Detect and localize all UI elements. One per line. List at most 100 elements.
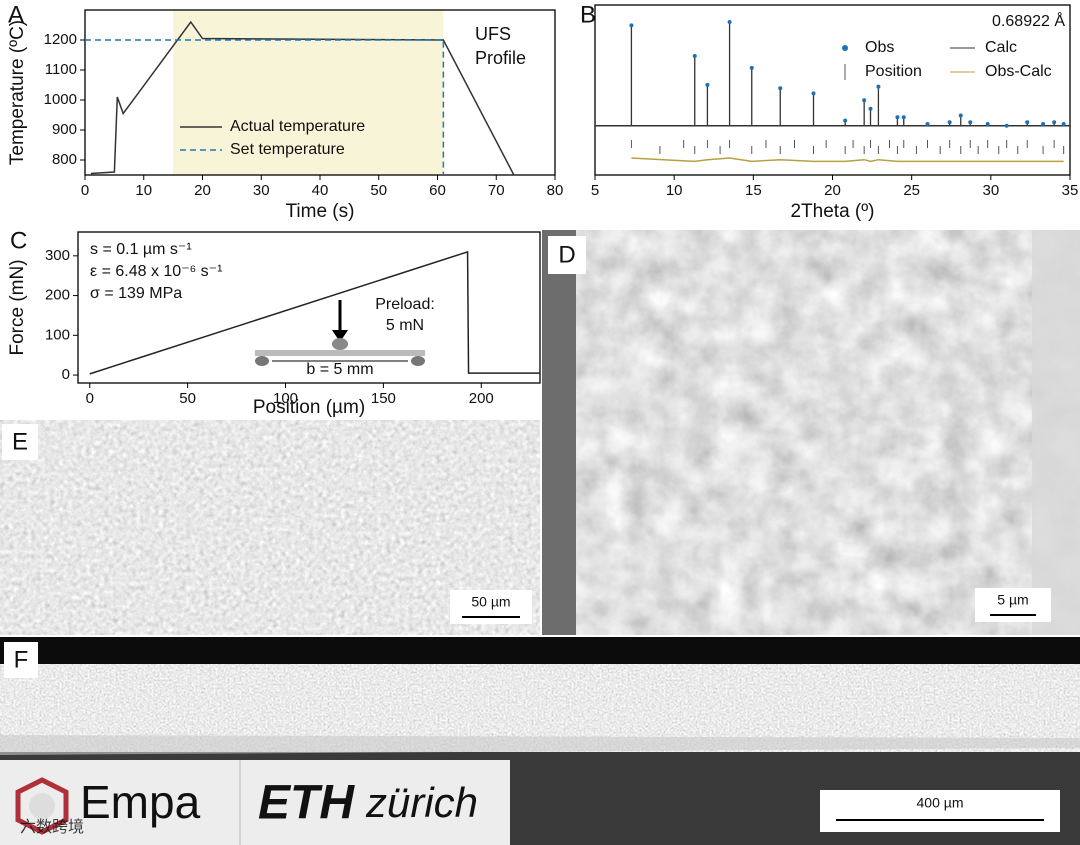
legend-label: Calc <box>985 39 1017 56</box>
support <box>411 356 425 366</box>
x-tick-label: 100 <box>273 390 298 407</box>
obs-point <box>727 20 732 24</box>
inset-label: b = 5 mm <box>306 361 373 378</box>
obs-point <box>811 91 816 96</box>
obs-point <box>901 115 906 120</box>
scale-text: 50 µm <box>471 594 510 610</box>
annotation: UFS <box>475 24 511 44</box>
label-box <box>548 236 586 274</box>
x-axis-label: Position (µm) <box>253 397 365 418</box>
cross-section <box>0 664 1080 752</box>
inset-label: 5 mN <box>386 317 424 334</box>
panel-label: B <box>580 1 596 28</box>
obs-point <box>1004 123 1009 128</box>
x-tick-label: 40 <box>312 182 329 199</box>
obs-point <box>947 120 952 125</box>
x-tick-label: 10 <box>666 182 683 199</box>
x-tick-label: 15 <box>745 182 762 199</box>
panel-label: D <box>558 241 575 268</box>
bending-inset <box>255 300 425 366</box>
x-tick-label: 35 <box>1062 182 1079 199</box>
cross-section-edge <box>0 735 1080 755</box>
x-tick-label: 0 <box>86 390 94 407</box>
x-tick-label: 50 <box>179 390 196 407</box>
x-tick-label: 20 <box>194 182 211 199</box>
x-tick-label: 10 <box>135 182 152 199</box>
load-arrow-head <box>332 330 348 342</box>
legend-label: Position <box>865 63 922 80</box>
y-tick-label: 800 <box>52 151 77 168</box>
logo-banner <box>0 760 510 845</box>
obs-point <box>958 113 963 118</box>
obs-point <box>1061 122 1066 126</box>
obs-point <box>968 120 973 125</box>
label-box <box>4 642 38 678</box>
legend-label: Obs-Calc <box>985 63 1052 80</box>
x-tick-label: 30 <box>982 182 999 199</box>
x-tick-label: 0 <box>81 182 89 199</box>
scale-text: 400 µm <box>917 795 964 811</box>
annotation: σ = 139 MPa <box>90 285 182 302</box>
background-strip <box>542 230 576 635</box>
x-tick-label: 25 <box>903 182 920 199</box>
obs-point <box>1041 122 1046 126</box>
obs-point <box>705 82 710 87</box>
scale-box <box>820 790 1060 832</box>
obs-point <box>1052 120 1057 125</box>
loading-pin <box>332 338 348 350</box>
empa-emblem <box>15 777 69 835</box>
surface-edge <box>1032 230 1080 635</box>
obs-point <box>868 106 873 111</box>
obs-point <box>749 65 754 70</box>
plot-frame <box>77 231 541 384</box>
obs-point <box>925 122 930 126</box>
y-tick-label: 900 <box>52 121 77 138</box>
scale-box <box>450 590 532 624</box>
y-tick-label: 300 <box>45 247 70 264</box>
support <box>255 356 269 366</box>
beam <box>255 350 425 356</box>
y-axis-label: Force (mN) <box>7 259 28 355</box>
panel-label: F <box>14 646 29 673</box>
eth-mark: ETH <box>258 777 355 830</box>
scale-box <box>975 588 1051 622</box>
y-tick-label: 100 <box>45 326 70 343</box>
y-axis-label: Temperature (ºC) <box>7 20 28 165</box>
watermark: 六数跨境 <box>20 817 84 836</box>
annotation: Profile <box>475 48 526 68</box>
panel-label: E <box>12 428 28 455</box>
annotation: s = 0.1 µm s⁻¹ <box>90 241 192 258</box>
panel-label: C <box>10 227 27 254</box>
panel-label: A <box>8 1 24 28</box>
obs-point <box>985 122 990 126</box>
y-tick-label: 1200 <box>44 31 77 48</box>
obs-point <box>895 115 900 120</box>
highlight-region <box>173 10 444 175</box>
x-tick-label: 60 <box>429 182 446 199</box>
panel-c-bg <box>0 228 542 420</box>
data-line <box>90 20 515 176</box>
diff-line <box>631 157 1064 163</box>
x-axis-label: 2Theta (º) <box>790 201 874 222</box>
x-tick-label: 200 <box>469 390 494 407</box>
x-tick-label: 80 <box>547 182 564 199</box>
annotation: 0.68922 Å <box>992 11 1065 30</box>
x-tick-label: 50 <box>370 182 387 199</box>
y-tick-label: 1100 <box>45 61 77 78</box>
legend-label: Obs <box>865 39 894 56</box>
obs-point <box>876 84 881 89</box>
empa-emblem-center <box>29 793 55 819</box>
panel-e: E 50 µm <box>0 420 540 635</box>
x-axis-label: Time (s) <box>286 201 355 222</box>
legend-label: Set temperature <box>230 141 345 158</box>
panel-d: D 5 µm <box>542 230 1080 635</box>
x-tick-label: 5 <box>591 182 599 199</box>
panel-f: Empa ETH zürich 六数跨境 F 400 µm <box>0 637 1080 845</box>
obs-point <box>692 54 697 58</box>
y-tick-label: 200 <box>45 287 70 304</box>
y-tick-label: 0 <box>62 366 70 383</box>
eth-name: zürich <box>365 779 478 826</box>
annotation: ε = 6.48 x 10⁻⁶ s⁻¹ <box>90 263 222 280</box>
obs-point <box>1025 120 1030 125</box>
data-line <box>89 250 540 375</box>
